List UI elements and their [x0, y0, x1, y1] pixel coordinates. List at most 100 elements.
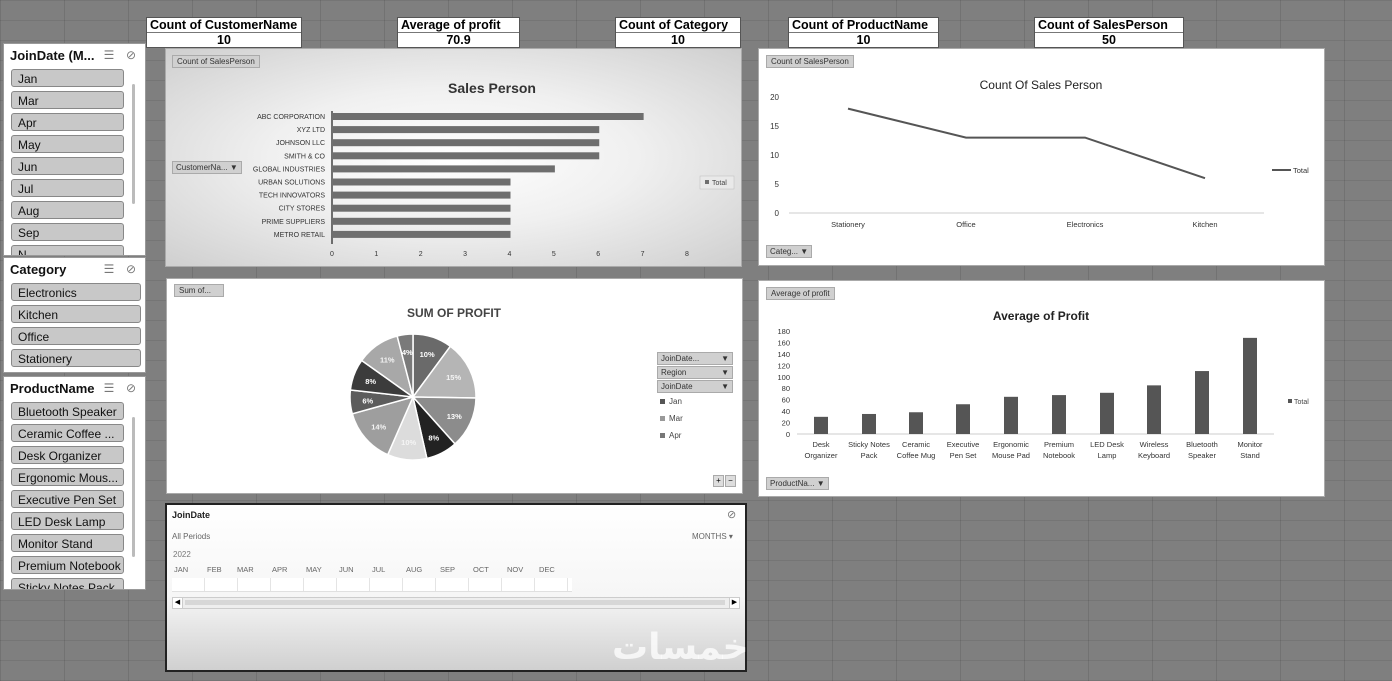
- slicer-item[interactable]: LED Desk Lamp: [11, 512, 124, 530]
- month-label[interactable]: FEB: [207, 565, 222, 574]
- slice-label: 8%: [428, 433, 439, 442]
- multi-select-icon[interactable]: ☰: [103, 262, 115, 276]
- legend-label: Apr: [669, 431, 682, 440]
- bar: [333, 126, 600, 134]
- slicer-item[interactable]: Sep: [11, 223, 124, 241]
- y-tick-label: 40: [782, 407, 790, 416]
- axis-field-dropdown[interactable]: Categ... ▼: [766, 245, 813, 258]
- field-tag[interactable]: Count of SalesPerson: [766, 55, 854, 68]
- timeline-scrollbar[interactable]: ◀ ▶: [172, 597, 740, 609]
- expand-button[interactable]: +: [713, 475, 724, 487]
- legend-entry: Jan: [660, 397, 683, 414]
- clear-filter-icon[interactable]: ⊘: [125, 48, 137, 62]
- timeline-unit-select[interactable]: MONTHS ▾: [692, 532, 733, 541]
- scroll-left-icon[interactable]: ◀: [173, 598, 183, 608]
- kpi-average-profit: Average of profit 70.9: [397, 17, 520, 48]
- month-label[interactable]: MAR: [237, 565, 254, 574]
- slicer-item[interactable]: Electronics: [11, 283, 141, 301]
- timeline-periods-label: All Periods: [172, 532, 211, 541]
- slicer-item[interactable]: Bluetooth Speaker: [11, 402, 124, 420]
- field-tag[interactable]: Count of SalesPerson: [172, 55, 260, 68]
- month-label[interactable]: JUN: [339, 565, 354, 574]
- scroll-thumb[interactable]: [185, 600, 725, 605]
- month-label[interactable]: APR: [272, 565, 288, 574]
- clear-filter-icon[interactable]: ⊘: [125, 381, 137, 395]
- x-tick-label: 0: [330, 251, 334, 258]
- month-label[interactable]: DEC: [539, 565, 555, 574]
- category-label: ABC CORPORATION: [257, 114, 325, 121]
- month-label[interactable]: JUL: [372, 565, 386, 574]
- axis-field-dropdown[interactable]: CustomerNa... ▼: [172, 161, 242, 174]
- x-tick-label: Ceramic: [902, 440, 930, 449]
- x-tick-label: Premium: [1044, 440, 1074, 449]
- month-label[interactable]: NOV: [507, 565, 524, 574]
- y-tick-label: 15: [770, 122, 779, 131]
- slicer-item[interactable]: Premium Notebook: [11, 556, 124, 574]
- x-tick-label: Wireless: [1140, 440, 1169, 449]
- slicer-item[interactable]: Office: [11, 327, 141, 345]
- slicer-item[interactable]: May: [11, 135, 124, 153]
- slicer-item[interactable]: Mar: [11, 91, 124, 109]
- bar: [1052, 395, 1066, 434]
- slicer-scrollbar[interactable]: [132, 84, 135, 204]
- slicer-scrollbar[interactable]: [132, 417, 135, 557]
- sales-person-chart-svg: Sales Person ABC CORPORATION XYZ LTD JOHNSO…: [253, 80, 735, 258]
- slicer-item[interactable]: Executive Pen Set: [11, 490, 124, 508]
- scroll-right-icon[interactable]: ▶: [729, 598, 739, 608]
- clear-filter-icon[interactable]: ⊘: [125, 262, 137, 276]
- bar: [333, 191, 511, 199]
- timeline-bar[interactable]: [172, 578, 572, 592]
- filter-dropdown[interactable]: Region ▼: [657, 366, 733, 379]
- chevron-down-icon: ▼: [721, 354, 729, 363]
- count-line-chart-svg: Count Of Sales Person 0 5 10 15 20 Stationery O…: [770, 78, 1309, 229]
- month-label[interactable]: AUG: [406, 565, 423, 574]
- clear-filter-icon[interactable]: ⊘: [727, 509, 737, 521]
- x-tick-label: Ergonomic: [993, 440, 1029, 449]
- x-tick-label: LED Desk: [1090, 440, 1124, 449]
- collapse-button[interactable]: −: [725, 475, 736, 487]
- kpi-label: Average of profit: [398, 18, 519, 33]
- slicer-item[interactable]: Aug: [11, 201, 124, 219]
- slice-label: 11%: [380, 356, 395, 365]
- month-label[interactable]: SEP: [440, 565, 456, 574]
- slicer-item[interactable]: Jan: [11, 69, 124, 87]
- chart-sales-person[interactable]: Count of SalesPerson CustomerNa... ▼ Sal…: [165, 48, 742, 267]
- slicer-item[interactable]: Kitchen: [11, 305, 141, 323]
- month-label[interactable]: JAN: [174, 565, 189, 574]
- multi-select-icon[interactable]: ☰: [103, 48, 115, 62]
- slicer-item[interactable]: Desk Organizer: [11, 446, 124, 464]
- slicer-item[interactable]: Monitor Stand: [11, 534, 124, 552]
- chart-count-sales-person[interactable]: Count of SalesPerson Categ... ▼ Count Of…: [758, 48, 1325, 266]
- chart-average-profit[interactable]: Average of profit ProductNa... ▼ Average…: [758, 280, 1325, 497]
- field-tag[interactable]: Average of profit: [766, 287, 835, 300]
- chevron-down-icon: ▼: [721, 368, 729, 377]
- multi-select-icon[interactable]: ☰: [103, 381, 115, 395]
- category-label: TECH INNOVATORS: [259, 193, 325, 200]
- filter-dropdown[interactable]: JoinDate ▼: [657, 380, 733, 393]
- dropdown-label: Categ...: [770, 247, 799, 256]
- slicer-item[interactable]: Jun: [11, 157, 124, 175]
- chart-sum-of-profit[interactable]: Sum of... JoinDate... ▼ Region ▼ JoinDat…: [166, 278, 743, 494]
- slicer-item[interactable]: N...: [11, 245, 124, 255]
- kpi-count-customername: Count of CustomerName 10: [146, 17, 302, 48]
- timeline-months: JAN FEB MAR APR MAY JUN JUL AUG SEP OCT …: [172, 565, 572, 593]
- slicer-item[interactable]: Ergonomic Mous...: [11, 468, 124, 486]
- chart-title: SUM OF PROFIT: [407, 306, 502, 320]
- x-tick-label: Bluetooth: [1186, 440, 1218, 449]
- kpi-label: Count of SalesPerson: [1035, 18, 1183, 33]
- filter-dropdown[interactable]: JoinDate... ▼: [657, 352, 733, 365]
- bar: [862, 413, 876, 434]
- category-label: SMITH & CO: [284, 153, 325, 160]
- month-label[interactable]: MAY: [306, 565, 322, 574]
- field-tag[interactable]: Sum of...: [174, 284, 224, 297]
- slicer-item[interactable]: Ceramic Coffee ...: [11, 424, 124, 442]
- slicer-item[interactable]: Sticky Notes Pack: [11, 578, 124, 589]
- slicer-item[interactable]: Jul: [11, 179, 124, 197]
- bar: [1243, 337, 1257, 434]
- axis-field-dropdown[interactable]: ProductNa... ▼: [766, 477, 829, 490]
- bar: [956, 404, 970, 434]
- slicer-item[interactable]: Stationery: [11, 349, 141, 367]
- slicer-item[interactable]: Apr: [11, 113, 124, 131]
- kpi-value: 10: [217, 33, 231, 47]
- month-label[interactable]: OCT: [473, 565, 489, 574]
